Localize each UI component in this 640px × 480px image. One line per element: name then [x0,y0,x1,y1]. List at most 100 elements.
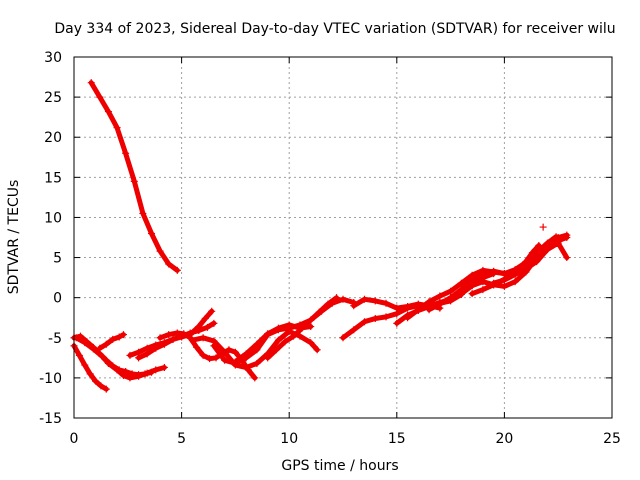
data-point [436,292,444,300]
data-point [425,298,433,306]
data-point [339,295,347,303]
data-point [98,352,106,360]
data-point [251,374,259,382]
data-point [160,340,168,348]
plot-frame [73,56,613,419]
data-point [122,149,130,157]
series-track-21 [539,223,547,231]
data-point [447,294,455,302]
x-tick-label: 15 [388,431,406,447]
series-track-20 [490,234,571,287]
data-point [479,270,487,278]
data-point [210,342,218,350]
series-line [88,80,180,273]
data-point [324,300,332,308]
data-point [165,331,173,339]
data-point [253,340,261,348]
data-point [382,299,390,307]
data-point [522,258,530,266]
data-point [457,286,465,294]
y-tick-label: 15 [44,170,62,186]
data-point [86,370,94,378]
data-point [296,332,304,340]
x-tick-labels: 0 5 10 15 20 25 [70,431,621,447]
data-point [169,335,177,343]
data-point [119,371,127,379]
data-point [425,306,433,314]
data-point [468,290,476,298]
data-point [350,326,358,334]
data-point [173,266,181,274]
data-point [393,319,401,327]
data-point [102,385,110,393]
data-point [143,350,151,358]
data-point [361,295,369,303]
data-point [199,334,207,342]
data-point [152,366,160,374]
data-point [371,297,379,305]
data-point [156,334,164,342]
data-point [89,345,97,353]
data-point [113,366,121,374]
data-point [160,363,168,371]
data-point [490,279,498,287]
x-axis-title: GPS time / hours [281,458,398,474]
data-point [221,348,229,356]
grid-lines [74,57,612,418]
data-point [264,330,272,338]
y-tick-label: -10 [39,371,62,387]
data-point [81,339,89,347]
data-point [393,304,401,312]
data-point [447,287,455,295]
data-point [522,265,530,273]
data-point [264,354,272,362]
x-tick-label: 0 [70,431,79,447]
data-point [109,335,117,343]
y-tick-label: 30 [44,50,62,66]
data-point [535,242,543,250]
data-point [307,339,315,347]
data-point [457,279,465,287]
data-point [490,267,498,275]
data-point [253,359,261,367]
chart-title: Day 334 of 2023, Sidereal Day-to-day VTE… [54,21,615,37]
data-point [500,282,508,290]
data-point [231,348,239,356]
data-point [104,108,112,116]
data-point [307,323,315,331]
y-tick-label: 5 [53,251,62,267]
data-point [208,307,216,315]
data-point [201,315,209,323]
data-point [225,346,233,354]
data-point [97,382,105,390]
data-point [188,336,196,344]
data-point [539,223,547,231]
data-point [221,356,229,364]
x-tick-label: 10 [280,431,298,447]
x-tick-label: 20 [495,431,513,447]
data-point [307,316,315,324]
y-tick-label: 20 [44,130,62,146]
data-point [350,302,358,310]
data-point [382,313,390,321]
y-tick-label: -5 [48,331,62,347]
x-tick-label: 25 [603,431,621,447]
data-point [414,306,422,314]
data-point [135,372,143,380]
data-point [147,229,155,237]
data-point [313,346,321,354]
data-point [212,354,220,362]
series-line [136,308,215,361]
data-point [298,324,306,332]
plot-area [70,79,571,393]
y-tick-label: -15 [39,411,62,427]
data-point [339,334,347,342]
series-track-12 [264,294,341,362]
data-point [96,344,104,352]
y-tick-label: 10 [44,210,62,226]
data-point [500,276,508,284]
series-line [491,235,570,286]
data-point [152,344,160,352]
data-point [206,355,214,363]
data-point [135,354,143,362]
